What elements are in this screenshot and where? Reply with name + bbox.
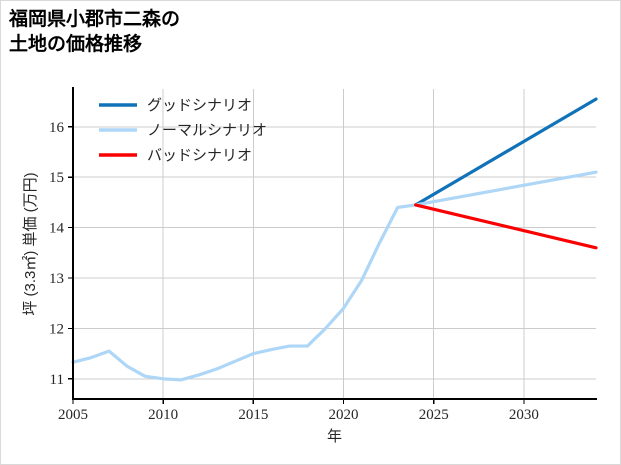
x-tick-label: 2010 <box>148 407 178 423</box>
x-tick-label: 2015 <box>238 407 268 423</box>
y-tick-label: 13 <box>49 271 64 287</box>
y-tick-label: 15 <box>49 170 64 186</box>
y-tick-label: 12 <box>49 321 64 337</box>
x-tick-label: 2030 <box>509 407 539 423</box>
legend-label: グッドシナリオ <box>147 97 252 114</box>
y-axis-title: 坪 (3.3㎡) 単価 (万円) <box>22 172 39 315</box>
legend-label: バッドシナリオ <box>147 148 252 164</box>
x-tick-label: 2025 <box>419 407 449 423</box>
series-line <box>71 170 598 382</box>
axis-titles: 年 坪 (3.3㎡) 単価 (万円) <box>22 172 342 445</box>
x-tick-label: 2020 <box>329 407 359 423</box>
y-tick-label: 14 <box>49 221 65 237</box>
axes <box>68 87 597 404</box>
x-tick-label: 2005 <box>58 407 88 423</box>
series-line <box>414 203 598 250</box>
y-tick-label: 16 <box>49 120 65 136</box>
y-tick-label: 11 <box>50 372 64 388</box>
series-group <box>71 97 598 382</box>
series-line <box>414 97 598 207</box>
x-axis-title: 年 <box>327 428 342 445</box>
page-title: 福岡県小郡市二森の 土地の価格推移 <box>9 9 181 56</box>
tick-labels: 11 12 13 14 15 16 2005 2010 2015 2020 2025 2030 <box>49 120 539 423</box>
legend-label: ノーマルシナリオ <box>147 123 267 139</box>
